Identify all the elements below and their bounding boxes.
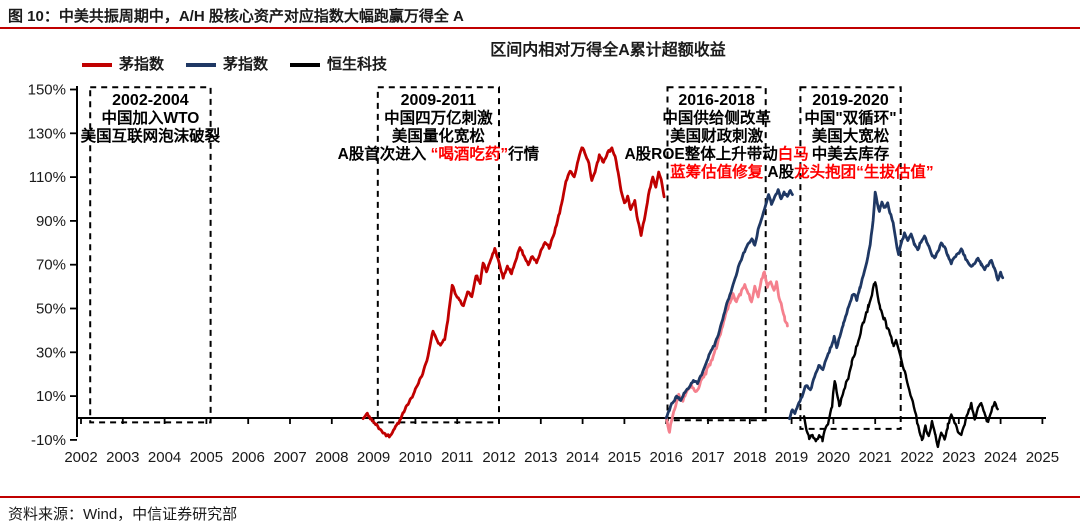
x-tick-label: 2013 <box>524 449 557 466</box>
x-tick-label: 2008 <box>315 449 348 466</box>
x-tick-label: 2017 <box>691 449 724 466</box>
series-line-3 <box>664 188 794 420</box>
x-tick-label: 2012 <box>482 449 515 466</box>
x-tick-label: 2009 <box>357 449 390 466</box>
series-line-2 <box>802 281 999 449</box>
series-line-1 <box>664 270 789 434</box>
figure-title: 图 10：中美共振周期中，A/H 股核心资产对应指数大幅跑赢万得全 A <box>8 8 464 25</box>
legend-label: 茅指数 <box>223 56 269 73</box>
period-box-2009-2011 <box>376 86 500 424</box>
x-tick-label: 2025 <box>1026 449 1059 466</box>
x-tick-label: 2014 <box>566 449 599 466</box>
black-line-swatch-icon <box>290 63 321 67</box>
y-tick-label: 70% <box>36 257 66 274</box>
legend-label: 茅指数 <box>119 56 165 73</box>
x-tick-label: 2016 <box>650 449 683 466</box>
x-tick-label: 2007 <box>273 449 306 466</box>
chart-legend: 茅指数 茅指数 恒生科技 <box>82 56 387 74</box>
y-tick-label: 130% <box>28 125 66 142</box>
x-tick-label: 2019 <box>775 449 808 466</box>
legend-item-mao-red: 茅指数 <box>82 56 164 74</box>
y-tick-label: 30% <box>36 344 66 361</box>
legend-item-mao-blue: 茅指数 <box>186 56 268 74</box>
x-tick-label: 2020 <box>817 449 850 466</box>
legend-label: 恒生科技 <box>327 56 388 73</box>
red-line-swatch-icon <box>82 63 112 67</box>
legend-item-hstech: 恒生科技 <box>290 56 387 74</box>
series-line-0 <box>361 146 666 439</box>
x-tick-label: 2002 <box>64 449 97 466</box>
series-line-4 <box>788 190 1005 421</box>
x-tick-label: 2005 <box>190 449 223 466</box>
y-tick-label: -10% <box>31 432 66 449</box>
x-tick-label: 2018 <box>733 449 766 466</box>
period-box-2016-2018 <box>666 86 767 422</box>
y-tick-label: 50% <box>36 301 66 318</box>
x-tick-label: 2021 <box>859 449 892 466</box>
x-tick-label: 2003 <box>106 449 139 466</box>
y-tick-label: 150% <box>28 82 66 99</box>
y-tick-label: 110% <box>29 169 66 186</box>
bottom-divider <box>0 496 1080 498</box>
x-tick-label: 2011 <box>441 449 473 466</box>
x-tick-label: 2022 <box>900 449 933 466</box>
x-tick-label: 2010 <box>399 449 432 466</box>
source-note: 资料来源：Wind，中信证券研究部 <box>8 506 238 523</box>
blue-line-swatch-icon <box>186 63 217 67</box>
x-tick-label: 2024 <box>984 449 1017 466</box>
period-box-2002-2004 <box>89 86 212 424</box>
x-tick-label: 2006 <box>232 449 265 466</box>
x-tick-label: 2015 <box>608 449 641 466</box>
y-tick-label: 90% <box>36 213 66 230</box>
x-tick-label: 2023 <box>942 449 975 466</box>
top-divider <box>0 27 1080 29</box>
chart-title: 区间内相对万得全A累计超额收益 <box>490 42 726 59</box>
x-tick-label: 2004 <box>148 449 181 466</box>
y-tick-label: 10% <box>36 388 66 405</box>
